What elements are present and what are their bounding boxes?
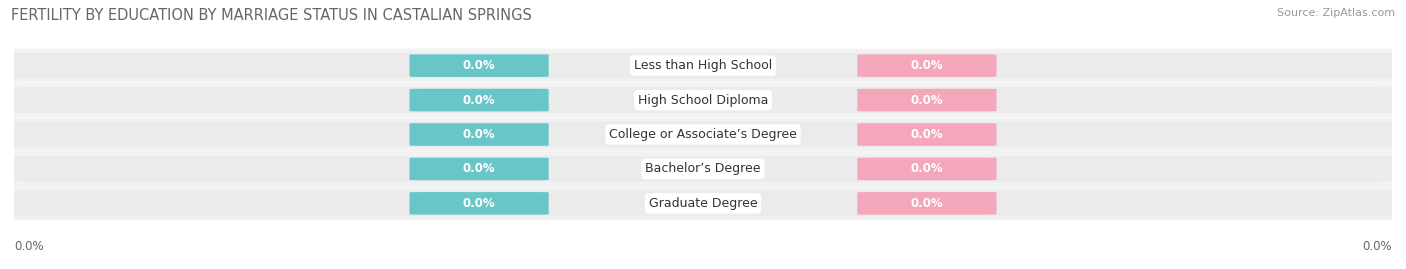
FancyBboxPatch shape bbox=[409, 123, 548, 146]
Text: 0.0%: 0.0% bbox=[911, 128, 943, 141]
FancyBboxPatch shape bbox=[409, 54, 548, 77]
Text: 0.0%: 0.0% bbox=[463, 59, 495, 72]
FancyBboxPatch shape bbox=[0, 118, 1406, 151]
FancyBboxPatch shape bbox=[11, 156, 1395, 182]
Text: 0.0%: 0.0% bbox=[1362, 239, 1392, 253]
Text: 0.0%: 0.0% bbox=[911, 59, 943, 72]
FancyBboxPatch shape bbox=[0, 152, 1406, 186]
FancyBboxPatch shape bbox=[858, 123, 997, 146]
Text: Graduate Degree: Graduate Degree bbox=[648, 197, 758, 210]
FancyBboxPatch shape bbox=[409, 89, 548, 111]
Text: Bachelor’s Degree: Bachelor’s Degree bbox=[645, 162, 761, 175]
Text: 0.0%: 0.0% bbox=[911, 94, 943, 107]
Text: College or Associate’s Degree: College or Associate’s Degree bbox=[609, 128, 797, 141]
FancyBboxPatch shape bbox=[858, 89, 997, 111]
FancyBboxPatch shape bbox=[11, 53, 1395, 79]
FancyBboxPatch shape bbox=[0, 83, 1406, 117]
Text: 0.0%: 0.0% bbox=[463, 162, 495, 175]
Text: 0.0%: 0.0% bbox=[911, 197, 943, 210]
Text: 0.0%: 0.0% bbox=[463, 94, 495, 107]
FancyBboxPatch shape bbox=[409, 192, 548, 215]
FancyBboxPatch shape bbox=[11, 122, 1395, 147]
Text: Less than High School: Less than High School bbox=[634, 59, 772, 72]
FancyBboxPatch shape bbox=[0, 186, 1406, 220]
FancyBboxPatch shape bbox=[11, 190, 1395, 216]
Text: High School Diploma: High School Diploma bbox=[638, 94, 768, 107]
Text: 0.0%: 0.0% bbox=[14, 239, 44, 253]
Text: Source: ZipAtlas.com: Source: ZipAtlas.com bbox=[1277, 8, 1395, 18]
FancyBboxPatch shape bbox=[858, 54, 997, 77]
Text: 0.0%: 0.0% bbox=[911, 162, 943, 175]
FancyBboxPatch shape bbox=[858, 192, 997, 215]
Text: FERTILITY BY EDUCATION BY MARRIAGE STATUS IN CASTALIAN SPRINGS: FERTILITY BY EDUCATION BY MARRIAGE STATU… bbox=[11, 8, 531, 23]
FancyBboxPatch shape bbox=[11, 87, 1395, 113]
Text: 0.0%: 0.0% bbox=[463, 128, 495, 141]
FancyBboxPatch shape bbox=[409, 158, 548, 180]
Text: 0.0%: 0.0% bbox=[463, 197, 495, 210]
FancyBboxPatch shape bbox=[0, 49, 1406, 83]
FancyBboxPatch shape bbox=[858, 158, 997, 180]
